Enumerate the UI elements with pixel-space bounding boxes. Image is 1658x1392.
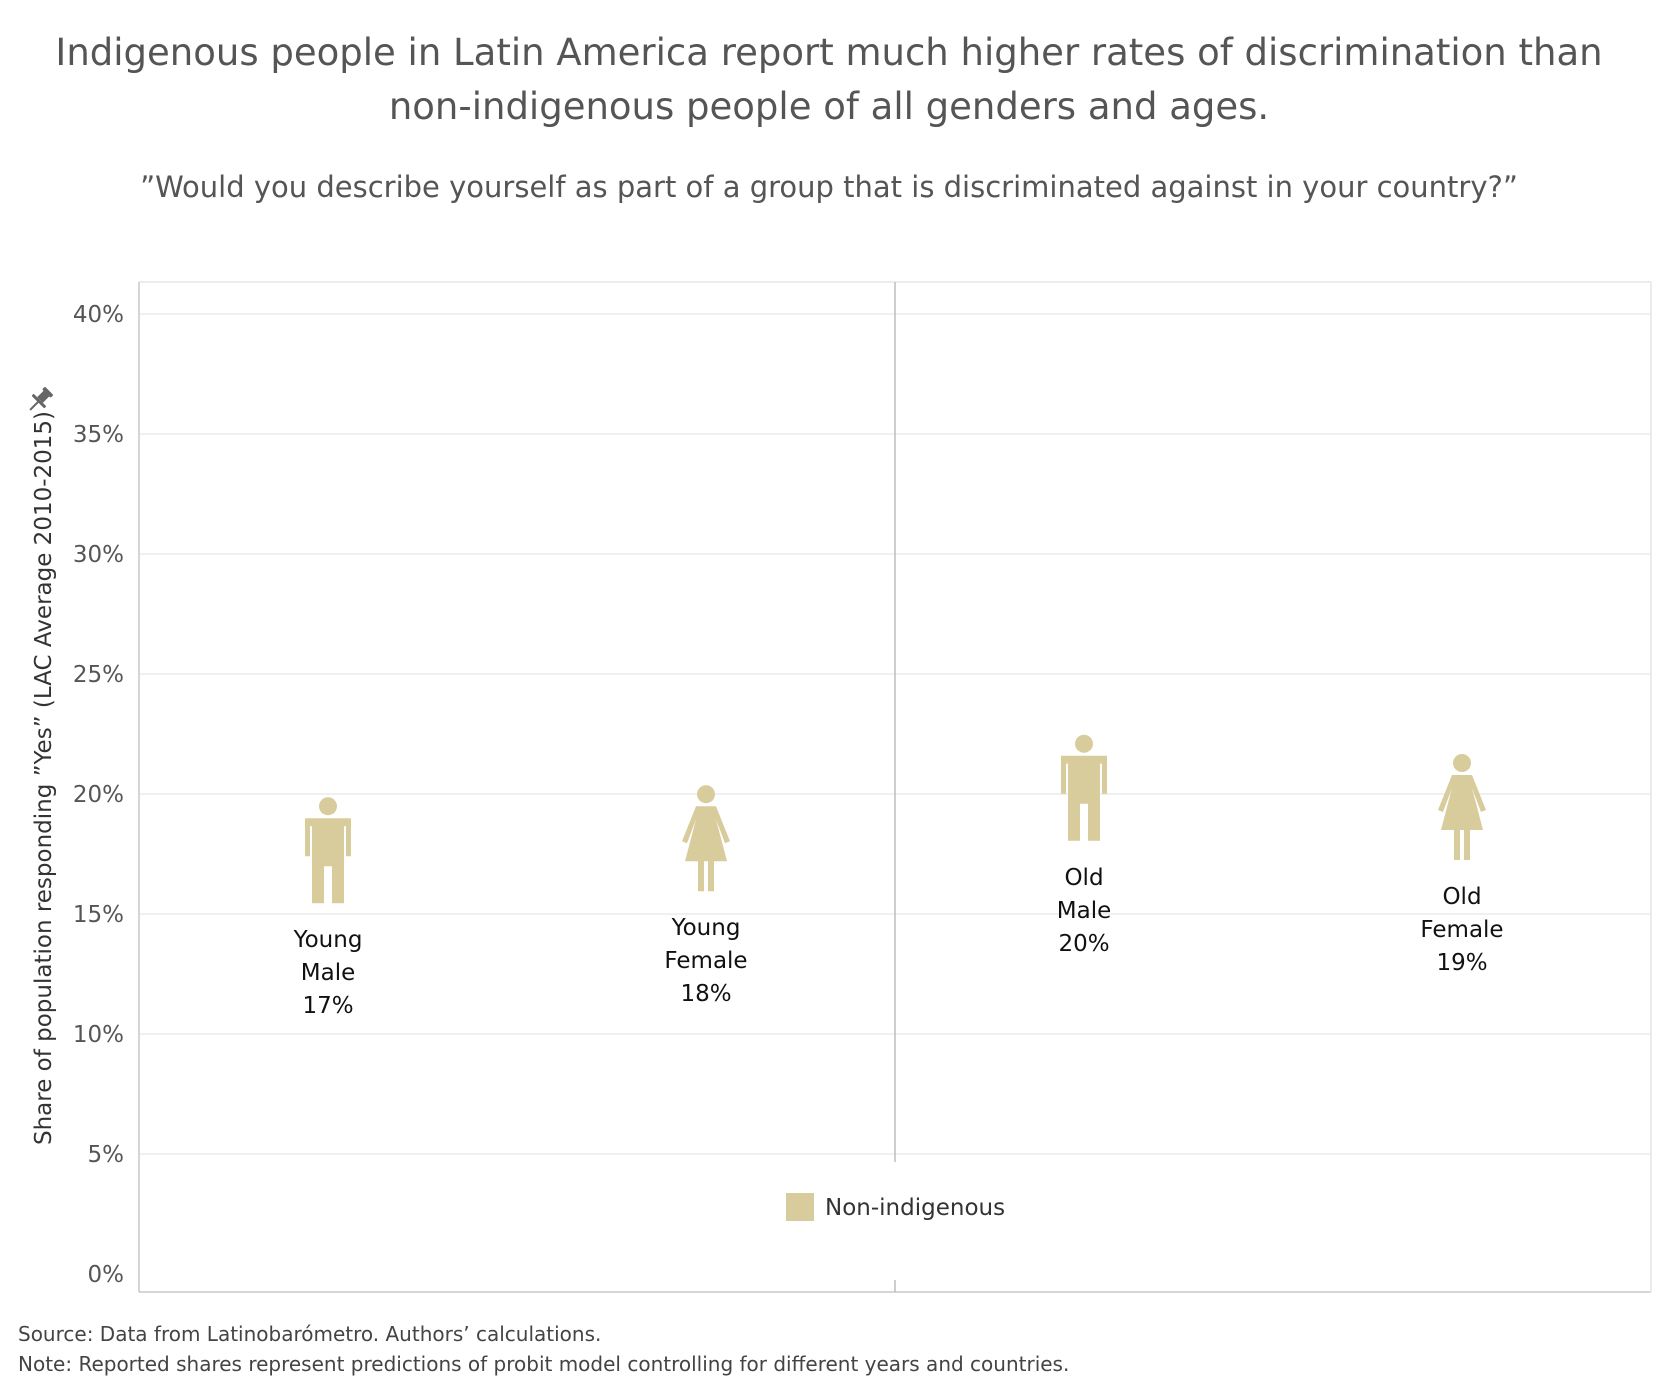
- pin-icon-head: [42, 386, 54, 398]
- data-label-young-male: Young Male 17%: [293, 927, 363, 1019]
- y-tick-label: 25%: [73, 662, 124, 688]
- data-label-line: 19%: [1436, 950, 1487, 976]
- female-person-icon: [682, 785, 730, 892]
- chart-title-line-2: non-indigenous people of all genders and…: [388, 85, 1270, 128]
- data-label-line: Old: [1442, 884, 1481, 910]
- data-label-line: Old: [1064, 865, 1103, 891]
- legend: Non-indigenous: [779, 1162, 1025, 1280]
- data-label-line: Female: [1420, 917, 1503, 943]
- marker-young-female: Young Female 18%: [664, 785, 748, 1007]
- chart-subtitle: ”Would you describe yourself as part of …: [140, 170, 1518, 204]
- pin-icon-base: [31, 394, 46, 409]
- y-tick-label: 0%: [88, 1262, 125, 1288]
- marker-old-male: Old Male 20%: [1057, 734, 1111, 957]
- data-label-young-female: Young Female 18%: [664, 915, 747, 1007]
- data-label-line: Young: [293, 927, 363, 953]
- data-label-old-male: Old Male 20%: [1057, 865, 1111, 957]
- legend-background: [779, 1162, 1025, 1280]
- source-note: Source: Data from Latinobarómetro. Autho…: [18, 1322, 602, 1346]
- data-label-line: Male: [301, 960, 355, 986]
- y-tick-label: 40%: [73, 302, 124, 328]
- marks-layer: Young Male 17% Young Female 18% Old Male 20% Old F…: [293, 734, 1504, 1019]
- y-tick-label: 35%: [73, 422, 124, 448]
- marker-old-female: Old Female 19%: [1420, 754, 1504, 976]
- data-label-line: 18%: [680, 981, 731, 1007]
- chart-title-line-1: Indigenous people in Latin America repor…: [55, 31, 1603, 74]
- male-person-icon: [1061, 734, 1107, 841]
- data-label-line: Male: [1057, 898, 1111, 924]
- y-tick-label: 5%: [88, 1142, 125, 1168]
- model-note: Note: Reported shares represent predicti…: [18, 1352, 1070, 1376]
- female-person-icon: [1438, 754, 1486, 860]
- marker-young-male: Young Male 17%: [293, 797, 363, 1019]
- y-tick-label: 15%: [73, 902, 124, 928]
- pin-icon: [29, 386, 54, 411]
- chart-title: Indigenous people in Latin America repor…: [0, 26, 1658, 134]
- legend-label: Non-indigenous: [825, 1195, 1005, 1221]
- legend-swatch: [786, 1193, 814, 1221]
- y-tick-label: 20%: [73, 782, 124, 808]
- pin-icon-needle: [29, 401, 39, 411]
- pin-icon-body: [37, 390, 50, 403]
- male-person-icon: [305, 797, 351, 904]
- y-tick-label: 30%: [73, 542, 124, 568]
- data-label-old-female: Old Female 19%: [1420, 884, 1503, 976]
- data-label-line: 17%: [302, 993, 353, 1019]
- data-label-line: Young: [671, 915, 741, 941]
- data-label-line: 20%: [1058, 931, 1109, 957]
- data-label-line: Female: [664, 948, 747, 974]
- y-tick-label: 10%: [73, 1022, 124, 1048]
- y-axis-title: Share of population responding ”Yes” (LA…: [31, 411, 57, 1145]
- axis-layer: 0% 5% 10% 15% 20% 25% 30% 35% 40% Share of popula…: [29, 281, 1652, 1293]
